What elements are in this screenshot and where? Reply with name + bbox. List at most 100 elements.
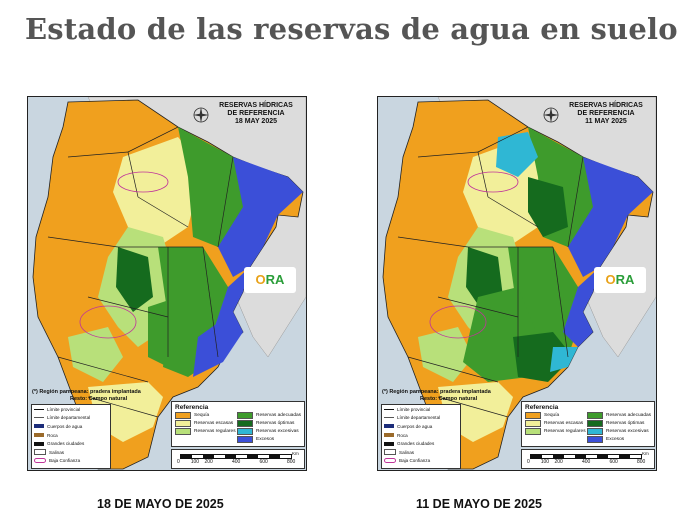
scale-unit: Km [642, 451, 649, 456]
line-legend-row: Límite provincial [382, 405, 460, 414]
line-legend-label: Grandes ciudades [47, 441, 85, 447]
province-border [87, 396, 159, 418]
zone-excesivas [496, 132, 538, 177]
reference-title: Referencia [175, 404, 209, 411]
line-legend-label: Salinas [49, 449, 65, 455]
scale-tick-label: 200 [554, 459, 563, 465]
line-legend-row: Baja Confianza [32, 457, 110, 466]
logo-o: O [605, 272, 616, 287]
low-confidence-zone [79, 305, 137, 339]
line-legend-row: Límite departamental [382, 414, 460, 423]
scale-tick-label: 100 [190, 459, 200, 465]
province-border [57, 356, 149, 383]
scale-bar: Km 0 100 200 400 600 800 [521, 449, 655, 469]
scale-bar-graphic [530, 454, 642, 459]
compass-rose-icon [542, 106, 560, 124]
note-line: Resto: Campo natural [420, 396, 478, 402]
line-legend-label: Grandes ciudades [397, 441, 435, 447]
reference-item [175, 436, 237, 443]
zone-optimas [116, 247, 153, 312]
province-border [47, 236, 119, 248]
province-border [87, 296, 169, 318]
reference-item: Reservas regulares [175, 428, 237, 435]
legend-swatch [237, 412, 253, 419]
line-legend-label: Baja Confianza [399, 458, 431, 464]
province-border [487, 196, 539, 228]
line-legend-row: Cuerpos de agua [32, 422, 110, 431]
legend-swatch [587, 428, 603, 435]
reference-item: Reservas escasas [525, 420, 587, 427]
note-line: Resto: Campo natural [70, 396, 128, 402]
thin-line-symbol-icon [34, 417, 44, 419]
reference-item: Reservas escasas [175, 420, 237, 427]
map-header: RESERVAS HÍDRICAS DE REFERENCIA 18 MAY 2… [216, 102, 296, 126]
legend-swatch [237, 420, 253, 427]
reference-label: Reservas excesivas [606, 429, 649, 434]
line-legend-label: Límite departamental [47, 415, 91, 421]
map-header: RESERVAS HÍDRICAS DE REFERENCIA 11 MAY 2… [566, 102, 646, 126]
provincial-borders [397, 126, 584, 418]
compass-rose-icon [192, 106, 210, 124]
legend-swatch [525, 420, 541, 427]
scale-unit: Km [292, 451, 299, 456]
map-header-line: DE REFERENCIA [577, 110, 635, 117]
reference-item: Reservas adecuadas [237, 412, 303, 419]
reference-label: Reservas escasas [544, 421, 584, 426]
zone-excesivas [550, 347, 578, 372]
reference-item: Reservas excesivas [587, 428, 653, 435]
legend-swatch [237, 436, 253, 443]
line-legend-row: Roca [382, 431, 460, 440]
line-legend-row: Grandes ciudades [32, 439, 110, 448]
reference-item: Reservas adecuadas [587, 412, 653, 419]
provincial-borders [47, 126, 234, 418]
reserve-zones [418, 127, 653, 442]
low-confidence-zone [429, 305, 487, 339]
line-legend: Límite provincial Límite departamental Cue… [381, 404, 461, 469]
legend-swatch [237, 428, 253, 435]
map-header-date: 18 MAY 2025 [234, 118, 278, 125]
reference-label: Sequía [544, 413, 560, 418]
province-border [437, 396, 509, 418]
ora-logo: ORA [594, 267, 646, 293]
reference-label: Reservas escasas [194, 421, 234, 426]
zone-excesos [218, 157, 303, 277]
water-symbol-icon [34, 424, 44, 429]
scale-tick-label: 200 [204, 459, 213, 465]
ora-logo: ORA [244, 267, 296, 293]
scale-tick-label: 0 [527, 459, 530, 465]
reference-item: Sequía [525, 412, 587, 419]
logo-ra: RA [615, 272, 635, 287]
line-legend-label: Cuerpos de agua [47, 423, 83, 429]
legend-swatch [175, 420, 191, 427]
scale-tick-label: 600 [259, 459, 268, 465]
rock-symbol-icon [34, 433, 44, 438]
note-line: (*) Región pampeana: pradera implantada [32, 389, 141, 395]
water-symbol-icon [384, 424, 394, 429]
zone-excesos [193, 312, 243, 377]
zone-regulares [418, 327, 473, 382]
zone-excesos [563, 267, 600, 347]
province-border [477, 126, 529, 153]
reference-label: Excesos [256, 437, 275, 442]
reference-title: Referencia [525, 404, 559, 411]
thin-line-symbol-icon [384, 417, 394, 419]
line-legend-row: Límite provincial [32, 405, 110, 414]
legend-swatch [175, 428, 191, 435]
scale-tick-label: 100 [540, 459, 550, 465]
logo-o: O [255, 272, 266, 287]
reserve-zones [68, 127, 303, 442]
legend-swatch [587, 420, 603, 427]
province-border [127, 126, 179, 153]
legend-swatch [587, 412, 603, 419]
note-line: (*) Región pampeana: pradera implantada [382, 389, 491, 395]
line-legend-label: Roca [397, 432, 408, 438]
map-note: (*) Región pampeana: pradera implantada … [32, 389, 202, 403]
reference-label: Reservas óptimas [256, 421, 295, 426]
reference-item [525, 436, 587, 443]
reference-label: Reservas excesivas [256, 429, 299, 434]
line-legend-label: Límite departamental [397, 415, 441, 421]
line-legend-label: Baja Confianza [49, 458, 81, 464]
line-legend-row: Grandes ciudades [382, 439, 460, 448]
reference-label: Reservas óptimas [606, 421, 645, 426]
reference-item: Reservas óptimas [587, 420, 653, 427]
